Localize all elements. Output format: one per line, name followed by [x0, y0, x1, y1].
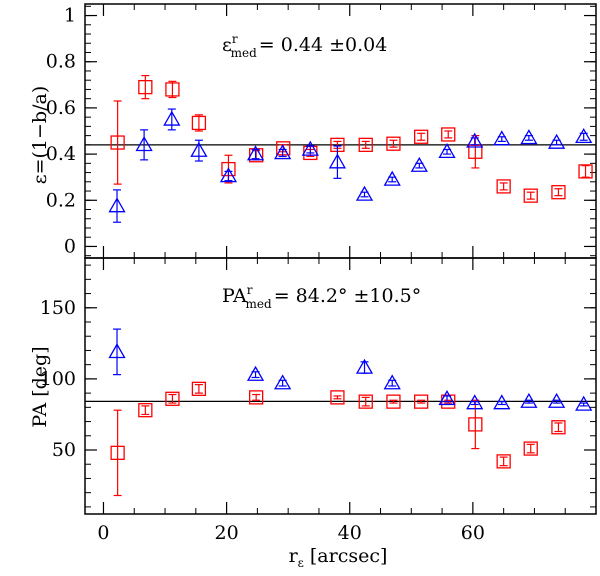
top-triangle-marker [190, 141, 208, 157]
xtick-label: 40 [338, 522, 362, 544]
bottom-square-marker [191, 381, 207, 396]
top-triangle-marker [328, 153, 347, 169]
top-triangle-marker [246, 145, 265, 161]
bottom-triangle-marker [520, 392, 538, 408]
bottom-square-marker [468, 417, 483, 432]
top-ytick-label: 0.6 [46, 97, 76, 119]
top-triangle-marker [575, 127, 593, 144]
top-square-marker [191, 115, 207, 131]
bottom-triangle-marker [274, 374, 292, 390]
bottom-ytick-label: 50 [52, 439, 76, 461]
bottom-square-marker [414, 394, 429, 409]
xlabel-symbol: r [289, 545, 299, 567]
top-triangle-marker [108, 197, 126, 213]
top-triangle-marker [163, 110, 181, 126]
bottom-square-marker [110, 445, 125, 460]
top-annotation-value: = 0.44 ±0.04 [259, 34, 388, 56]
bottom-ytick-label: 150 [40, 297, 76, 319]
bottom-square-marker [386, 394, 401, 409]
top-ytick-label: 0.2 [46, 189, 76, 211]
top-annotation: εr med = 0.44 ±0.04 [222, 32, 387, 60]
top-triangle-marker [520, 129, 538, 145]
top-ytick-label: 0 [64, 235, 76, 257]
top-triangle-marker [438, 142, 456, 159]
top-triangle-marker [410, 156, 428, 172]
bottom-triangle-marker [575, 395, 593, 411]
top-square-marker [276, 141, 291, 156]
top-ytick-label: 0.8 [46, 51, 76, 73]
top-square-marker [441, 127, 456, 142]
top-ytick-label: 1 [64, 5, 76, 27]
top-triangle-marker [383, 170, 401, 186]
top-triangle-marker [493, 130, 511, 146]
top-square-marker [138, 79, 153, 95]
bottom-triangle-marker [108, 343, 126, 359]
top-square-marker [578, 164, 593, 179]
bottom-square-marker [496, 454, 511, 469]
top-triangle-marker [301, 140, 319, 156]
top-square-marker [358, 137, 373, 153]
bottom-square-marker [165, 391, 180, 406]
top-ytick-label: 0.4 [46, 143, 76, 165]
xtick-label: 60 [461, 522, 485, 544]
top-triangle-marker [466, 132, 484, 148]
top-annotation-sup: r [232, 32, 238, 46]
top-square-marker [496, 179, 511, 194]
bottom-square-marker [249, 390, 264, 405]
top-triangle-marker [547, 133, 566, 149]
top-square-marker [551, 185, 566, 200]
bottom-frame [84, 257, 597, 515]
bottom-annotation-sup: r [247, 283, 253, 297]
top-square-marker [523, 188, 538, 203]
top-square-marker [165, 82, 180, 97]
top-square-marker [414, 129, 429, 144]
bottom-annotation-symbol: PA [222, 285, 247, 307]
bottom-annotation: PAr med = 84.2° ±10.5° [222, 283, 421, 311]
xlabel: rε [arcsec] [289, 545, 388, 570]
top-ylabel: ε=(1−b/a) [29, 86, 51, 185]
xtick-label: 0 [97, 522, 109, 544]
bottom-square-marker [330, 390, 345, 405]
bottom-square-marker [138, 403, 153, 418]
bottom-square-marker [523, 441, 538, 456]
top-triangle-marker [355, 185, 374, 201]
bottom-square-marker [551, 420, 566, 435]
bottom-triangle-marker [438, 389, 456, 406]
xlabel-sub: ε [298, 556, 304, 570]
bottom-annotation-value: = 84.2° ±10.5° [274, 285, 422, 307]
top-panel: 0 0.2 0.4 0.6 0.8 1 [46, 3, 597, 259]
bottom-triangle-marker [246, 365, 265, 381]
bottom-annotation-sub: med [246, 297, 272, 311]
bottom-triangle-marker [466, 394, 484, 410]
bottom-triangle-marker [493, 394, 511, 410]
bottom-triangle-marker [355, 358, 374, 374]
xlabel-unit: [arcsec] [310, 545, 388, 567]
xtick-label: 20 [215, 522, 239, 544]
bottom-ytick-label: 100 [40, 368, 76, 390]
top-square-marker [110, 135, 125, 150]
top-annotation-sub: med [231, 46, 257, 60]
top-triangle-marker [219, 167, 238, 183]
bottom-square-marker [358, 394, 373, 409]
bottom-triangle-marker [547, 392, 566, 408]
top-annotation-symbol: ε [222, 34, 232, 56]
top-square-marker [386, 136, 401, 151]
top-triangle-marker [274, 144, 292, 160]
bottom-triangle-marker [383, 374, 401, 390]
top-triangle-marker [135, 136, 153, 152]
bottom-ylabel: PA [deg] [29, 346, 51, 427]
bottom-panel: 50 100 150 0 20 40 60 [40, 257, 597, 544]
